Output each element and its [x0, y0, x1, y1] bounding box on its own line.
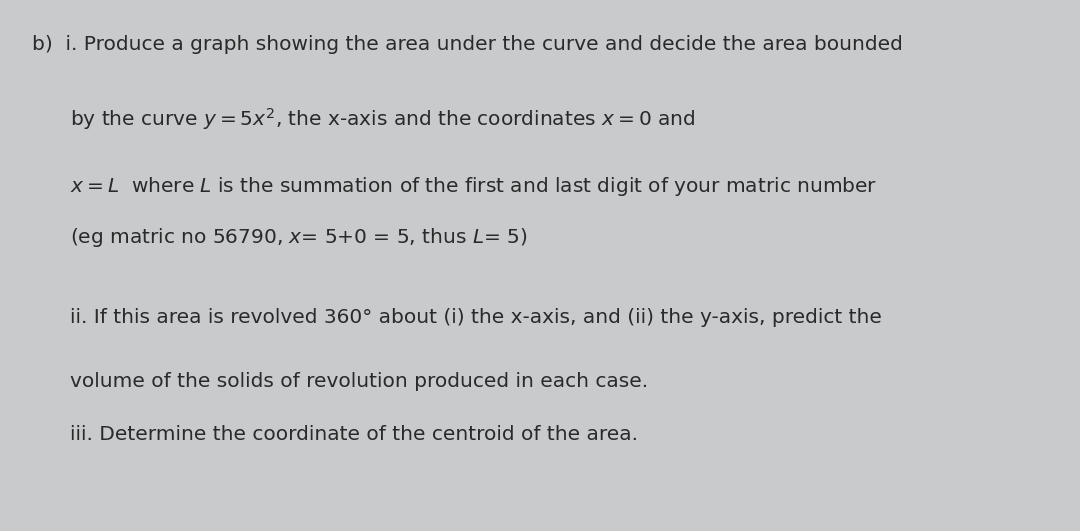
- Text: by the curve $y = 5x^{2}$, the x-axis and the coordinates $x = 0$ and: by the curve $y = 5x^{2}$, the x-axis an…: [70, 106, 696, 132]
- Text: b)  i. Produce a graph showing the area under the curve and decide the area boun: b) i. Produce a graph showing the area u…: [32, 35, 903, 54]
- Text: ii. If this area is revolved 360° about (i) the x-axis, and (ii) the y-axis, pre: ii. If this area is revolved 360° about …: [70, 308, 882, 327]
- Text: $x = L$  where $L$ is the summation of the first and last digit of your matric n: $x = L$ where $L$ is the summation of th…: [70, 175, 877, 198]
- Text: iii. Determine the coordinate of the centroid of the area.: iii. Determine the coordinate of the cen…: [70, 425, 638, 444]
- Text: (eg matric no 56790, $x$= 5+0 = 5, thus $L$= 5): (eg matric no 56790, $x$= 5+0 = 5, thus …: [70, 226, 528, 249]
- Text: volume of the solids of revolution produced in each case.: volume of the solids of revolution produ…: [70, 372, 648, 391]
